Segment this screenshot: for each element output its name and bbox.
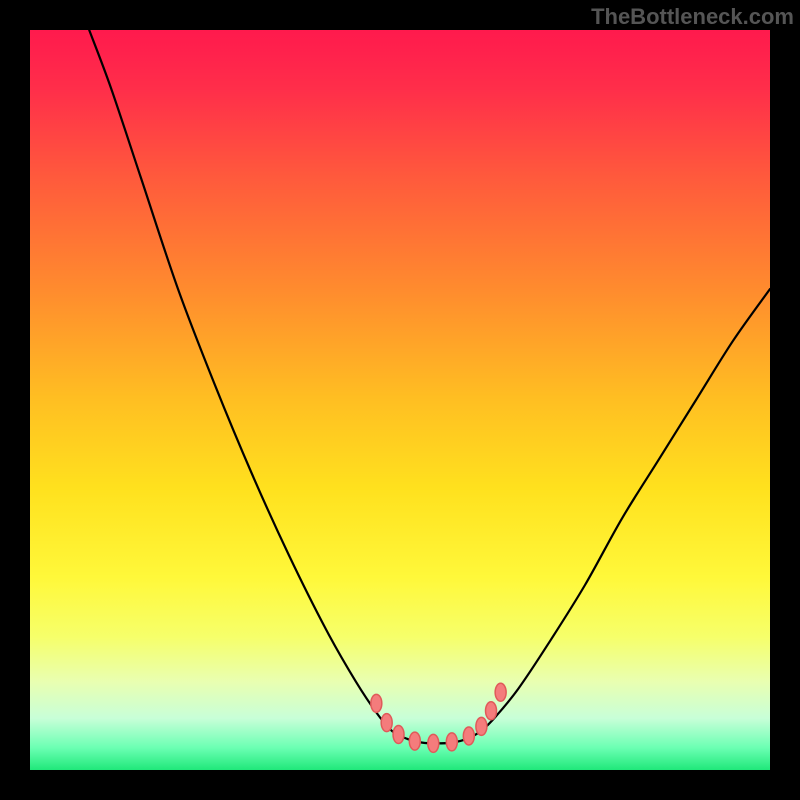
curve-marker: [463, 727, 474, 745]
curve-marker: [371, 694, 382, 712]
frame-right: [770, 0, 800, 800]
curve-marker: [446, 733, 457, 751]
curve-marker: [409, 732, 420, 750]
plot-area: [30, 30, 770, 770]
frame-bottom: [0, 770, 800, 800]
curve-marker: [428, 734, 439, 752]
curve-marker: [495, 683, 506, 701]
watermark-text: TheBottleneck.com: [591, 4, 794, 30]
curve-marker: [393, 725, 404, 743]
curve-marker: [476, 717, 487, 735]
curve-marker: [381, 714, 392, 732]
curve-marker: [486, 702, 497, 720]
frame-left: [0, 0, 30, 800]
chart-background: [30, 30, 770, 770]
chart-svg: [30, 30, 770, 770]
